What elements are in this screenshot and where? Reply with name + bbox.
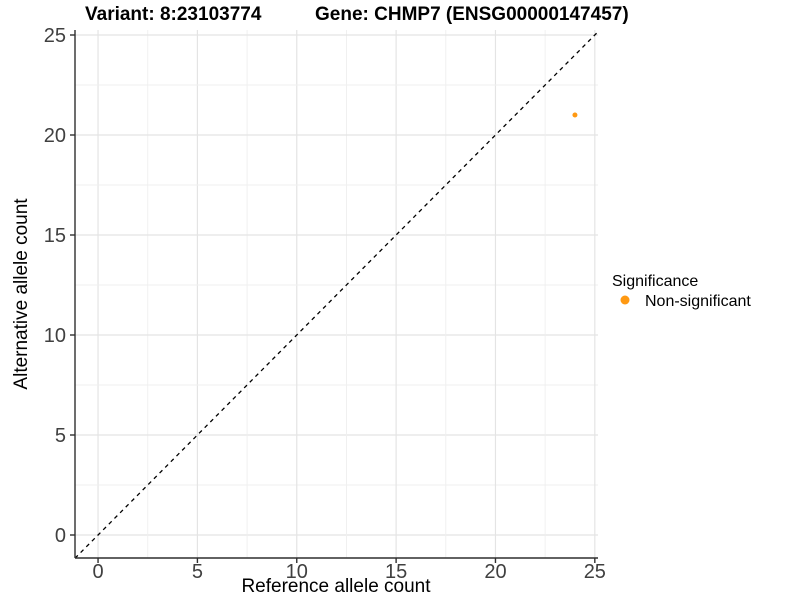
x-tick-label: 20: [484, 561, 506, 583]
x-axis-label: Reference allele count: [241, 576, 431, 597]
axes-layer: [70, 30, 598, 563]
data-point: [572, 112, 578, 118]
x-tick-label: 0: [92, 561, 103, 583]
x-tick-label: 25: [584, 561, 606, 583]
y-tick-label: 25: [44, 25, 66, 47]
grid-layer: [75, 30, 598, 558]
legend: Significance Non-significant: [612, 273, 751, 310]
reference-line-layer: [75, 31, 598, 558]
identity-dashed-line: [75, 31, 598, 558]
y-tick-label: 5: [55, 425, 66, 447]
x-tick-label: 10: [286, 561, 308, 583]
x-tick-label: 5: [192, 561, 203, 583]
data-points-layer: [572, 112, 578, 118]
legend-item: Non-significant: [620, 293, 751, 310]
legend-item-label: Non-significant: [645, 293, 751, 310]
y-tick-label: 20: [44, 125, 66, 147]
gene-title: Gene: CHMP7 (ENSG00000147457): [315, 4, 629, 25]
legend-title: Significance: [612, 273, 698, 290]
y-tick-label: 10: [44, 325, 66, 347]
x-tick-label: 15: [385, 561, 407, 583]
variant-title: Variant: 8:23103774: [85, 4, 262, 25]
legend-dot-icon: [620, 295, 630, 305]
tick-label-layer: 0 5 10 15 20 25 0 5 10 15 20 25: [44, 25, 606, 583]
y-tick-label: 0: [55, 525, 66, 547]
y-axis-label: Alternative allele count: [11, 198, 32, 390]
y-tick-label: 15: [44, 225, 66, 247]
